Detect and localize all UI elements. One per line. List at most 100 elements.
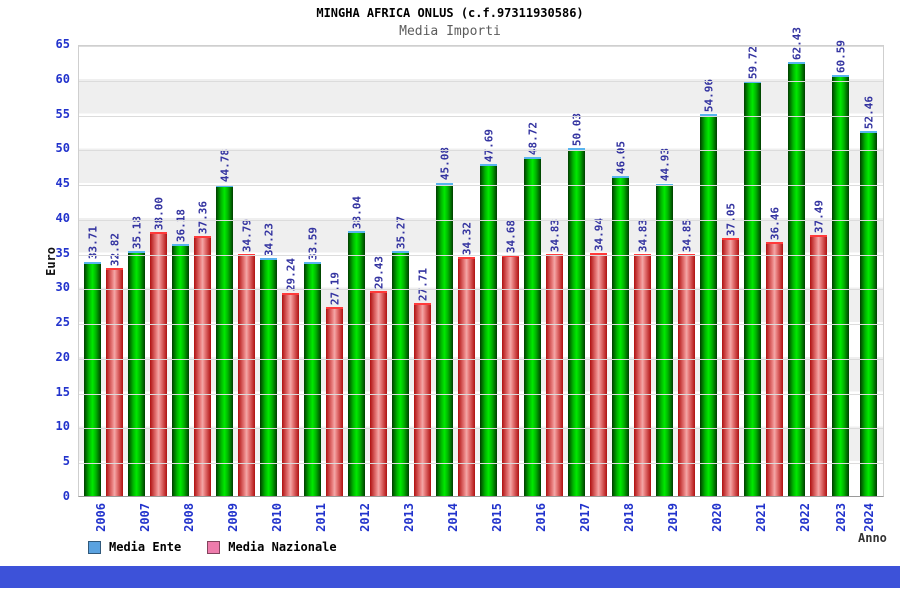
y-tick-0: 0	[62, 489, 70, 503]
bar-value-label: 38.04	[350, 196, 363, 230]
legend-label: Media Nazionale	[228, 540, 337, 554]
bar-group-2011: 33.59 27.19 2011	[299, 46, 343, 532]
x-tick-2020: 2020	[710, 503, 724, 532]
y-tick-30: 30	[55, 280, 70, 295]
bar-value-label: 36.18	[174, 209, 187, 243]
y-tick-35: 35	[55, 245, 70, 260]
bar-group-2020: 54.96 37.05 2020	[695, 46, 739, 532]
bar-media-ente-2023: 60.59	[832, 40, 849, 496]
bar-value-label: 44.93	[658, 148, 671, 182]
bar-media-nazionale-2017: 34.94	[590, 218, 607, 496]
bar-media-ente-2018: 46.05	[612, 141, 629, 496]
bar-value-label: 62.43	[790, 26, 803, 60]
bar-media-ente-2007: 35.18	[128, 216, 145, 496]
y-tick-15: 15	[55, 384, 70, 399]
x-tick-2013: 2013	[402, 503, 416, 532]
y-tick-50: 50	[55, 141, 70, 156]
bar-group-2019: 44.93 34.85 2019	[651, 46, 695, 532]
gridline-45	[79, 185, 883, 187]
bar-media-nazionale-2013: 27.71	[414, 268, 431, 496]
bar-group-2017: 50.03 34.94 2017	[563, 46, 607, 532]
bar-value-label: 44.78	[218, 149, 231, 183]
bar-group-2014: 45.08 34.32 2014	[431, 46, 475, 532]
x-tick-2019: 2019	[666, 503, 680, 532]
bar-group-2015: 47.69 34.68 2015	[475, 46, 519, 532]
x-tick-2024: 2024	[862, 503, 876, 532]
bar-value-label: 27.19	[328, 271, 341, 305]
bar-media-nazionale-2008: 37.36	[194, 201, 211, 496]
bar-group-2023: 60.59 2023	[827, 40, 855, 532]
x-axis-title: Anno	[858, 531, 887, 545]
bar-media-ente-2015: 47.69	[480, 129, 497, 496]
gridline-65	[79, 46, 883, 47]
bar-group-2008: 36.18 37.36 2008	[167, 46, 211, 532]
bar-value-label: 34.68	[504, 219, 517, 253]
bar-value-label: 50.03	[570, 112, 583, 147]
y-tick-55: 55	[55, 106, 70, 121]
gridline-30	[79, 289, 883, 291]
y-tick-60: 60	[55, 71, 70, 86]
y-tick-40: 40	[55, 210, 70, 225]
bar-media-ente-2017: 50.03	[568, 113, 585, 496]
x-tick-2018: 2018	[622, 503, 636, 532]
bar-value-label: 36.46	[768, 207, 781, 241]
gridline-50	[79, 150, 883, 152]
bar-media-nazionale-2015: 34.68	[502, 220, 519, 496]
x-tick-2017: 2017	[578, 503, 592, 532]
gridline-10	[79, 428, 883, 430]
bar-media-ente-2016: 48.72	[524, 122, 541, 496]
bar-group-2022: 62.43 37.49 2022	[783, 27, 827, 532]
bar-media-ente-2021: 59.72	[744, 46, 761, 496]
x-tick-2015: 2015	[490, 503, 504, 532]
bar-media-nazionale-2011: 27.19	[326, 272, 343, 496]
bar-value-label: 34.83	[548, 218, 561, 252]
y-tick-25: 25	[55, 315, 70, 330]
bar-group-2016: 48.72 34.83 2016	[519, 46, 563, 532]
bar-value-label: 32.82	[108, 232, 121, 266]
y-tick-65: 65	[55, 37, 70, 51]
bar-media-ente-2013: 35.27	[392, 216, 409, 496]
bar-value-label: 37.49	[812, 200, 825, 234]
bar-value-label: 59.72	[746, 45, 759, 79]
bar-value-label: 60.59	[834, 39, 847, 73]
y-tick-20: 20	[55, 349, 70, 364]
x-tick-2022: 2022	[798, 503, 812, 532]
x-tick-2006: 2006	[94, 503, 108, 532]
bar-value-label: 34.85	[680, 218, 693, 252]
bar-value-label: 38.00	[152, 196, 165, 230]
bar-media-ente-2022: 62.43	[788, 27, 805, 496]
legend: Media Ente Media Nazionale	[88, 540, 337, 554]
plot-area: 33.71 32.82 2006 35.18 38.00 2007 36.18 37.36 20…	[78, 27, 884, 532]
legend-item-media-nazionale: Media Nazionale	[207, 540, 337, 554]
bar-media-ente-2006: 33.71	[84, 226, 101, 496]
x-tick-2010: 2010	[270, 503, 284, 532]
bar-media-nazionale-2022: 37.49	[810, 200, 827, 496]
legend-swatch-media-ente	[88, 540, 101, 554]
bar-media-ente-2012: 38.04	[348, 196, 365, 496]
bar-group-2024: 52.46 2024	[855, 46, 883, 532]
gridline-5	[79, 463, 883, 465]
x-tick-2014: 2014	[446, 503, 460, 532]
bar-value-label: 34.32	[460, 222, 473, 256]
legend-label: Media Ente	[109, 540, 182, 554]
bar-media-ente-2008: 36.18	[172, 209, 189, 496]
y-tick-5: 5	[62, 454, 70, 469]
bar-value-label: 45.08	[438, 147, 451, 181]
legend-swatch-media-nazionale	[207, 540, 221, 554]
bar-value-label: 34.94	[592, 217, 605, 252]
bar-media-nazionale-2012: 29.43	[370, 256, 387, 496]
gridline-55	[79, 115, 883, 117]
bar-media-ente-2020: 54.96	[700, 79, 717, 496]
chart-title: MINGHA AFRICA ONLUS (c.f.97311930586)	[316, 6, 584, 20]
gridline-25	[79, 324, 883, 326]
gridline-15	[79, 393, 883, 395]
bar-value-label: 34.23	[262, 222, 275, 256]
x-tick-2009: 2009	[226, 503, 240, 532]
bar-media-nazionale-2014: 34.32	[458, 222, 475, 496]
x-tick-2016: 2016	[534, 503, 548, 532]
bar-media-nazionale-2021: 36.46	[766, 207, 783, 496]
bar-media-ente-2011: 33.59	[304, 227, 321, 496]
bar-group-2012: 38.04 29.43 2012	[343, 46, 387, 532]
bar-media-nazionale-2006: 32.82	[106, 233, 123, 496]
